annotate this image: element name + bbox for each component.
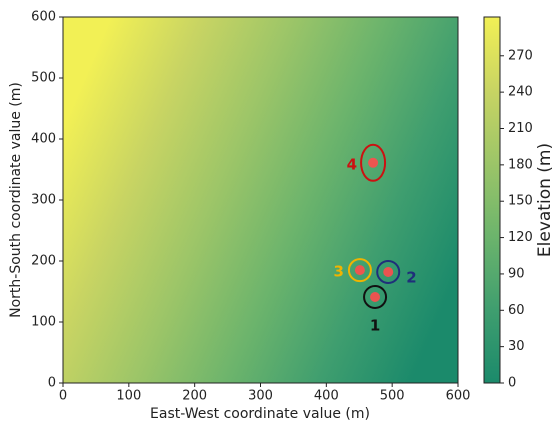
colorbar-tick-label: 210 — [508, 121, 533, 136]
x-tick-label: 100 — [116, 389, 141, 404]
site-label: 1 — [370, 316, 380, 334]
site-label: 3 — [333, 263, 343, 281]
sample-point — [368, 158, 378, 168]
x-tick-label: 200 — [182, 389, 207, 404]
y-tick-label: 300 — [31, 193, 56, 208]
y-tick-label: 600 — [31, 10, 56, 25]
colorbar-tick-label: 150 — [508, 194, 533, 209]
site-label: 4 — [347, 155, 357, 173]
colorbar — [484, 17, 500, 383]
x-tick-label: 0 — [59, 389, 67, 404]
colorbar-tick-label: 270 — [508, 48, 533, 63]
colorbar-tick-label: 30 — [508, 339, 525, 354]
colorbar-tick-label: 90 — [508, 266, 525, 281]
colorbar-tick-label: 180 — [508, 157, 533, 172]
colorbar-tick-label: 0 — [508, 376, 516, 391]
x-tick-label: 400 — [314, 389, 339, 404]
x-tick-label: 600 — [446, 389, 471, 404]
colorbar-tick-label: 120 — [508, 230, 533, 245]
y-tick-label: 200 — [31, 254, 56, 269]
sample-point — [355, 265, 365, 275]
colorbar-label: Elevation (m) — [535, 143, 555, 257]
site-label: 2 — [406, 268, 416, 286]
y-tick-label: 400 — [31, 132, 56, 147]
y-tick-label: 0 — [48, 376, 56, 391]
x-axis-label: East-West coordinate value (m) — [150, 406, 370, 422]
y-tick-label: 100 — [31, 315, 56, 330]
sample-point — [383, 267, 393, 277]
sample-point — [370, 292, 380, 302]
x-tick-label: 500 — [380, 389, 405, 404]
chart: East-West coordinate value (m) North-Sou… — [0, 0, 560, 428]
x-tick-label: 300 — [248, 389, 273, 404]
colorbar-tick-label: 240 — [508, 85, 533, 100]
y-tick-label: 500 — [31, 71, 56, 86]
y-axis-label: North-South coordinate value (m) — [8, 82, 24, 318]
colorbar-tick-label: 60 — [508, 303, 525, 318]
elevation-map — [63, 17, 458, 383]
